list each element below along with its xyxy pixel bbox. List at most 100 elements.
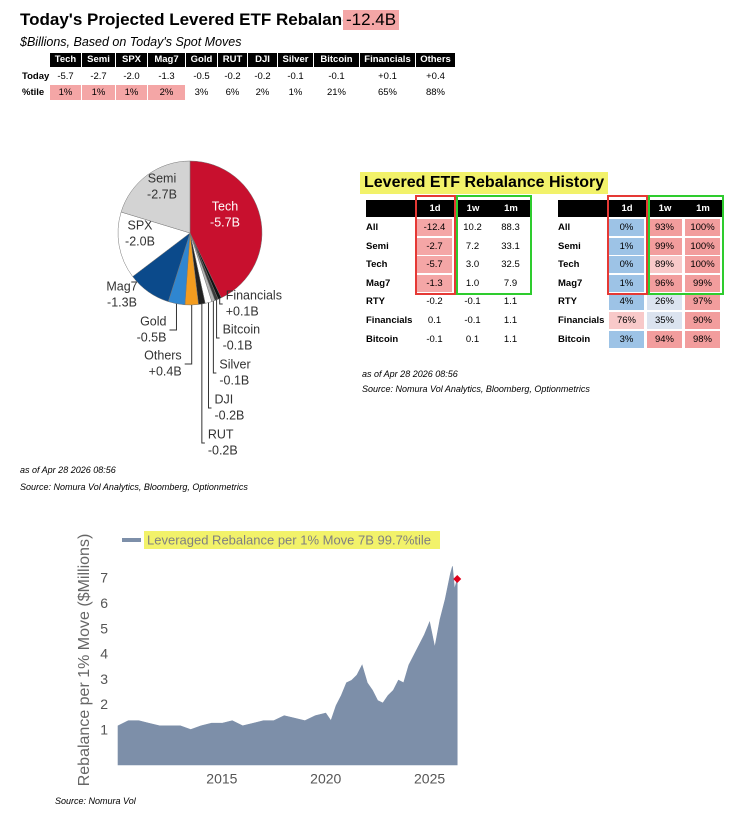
slice-value-label: -0.5B — [137, 330, 167, 344]
table-cell: 0.1 — [465, 333, 480, 345]
header-cell: Tech — [50, 53, 81, 67]
row-label: All — [558, 222, 571, 233]
header-cell: 1d — [621, 203, 633, 214]
history-title: Levered ETF Rebalance History — [360, 172, 609, 194]
table-cell: 96% — [647, 274, 682, 292]
row-label: Mag7 — [558, 277, 583, 289]
table-cell: 88.3 — [501, 222, 520, 233]
table-cell: -1.3 — [158, 71, 175, 82]
slice-value-label: -5.7B — [210, 215, 240, 229]
header-cell: Financials — [360, 53, 415, 67]
title: Today's Projected Levered ETF Rebalance: — [20, 10, 367, 29]
legend-highlight — [144, 531, 440, 549]
table-cell: -2.7 — [90, 71, 107, 82]
table-cell: -12.4 — [417, 219, 452, 236]
table-cell: 94% — [647, 330, 682, 348]
header-cell: SPX — [116, 53, 147, 67]
table-cell: 89% — [647, 256, 682, 274]
header-cell: DJI — [248, 53, 277, 67]
table-cell: -0.2 — [254, 71, 271, 82]
table-cell: 1% — [116, 85, 147, 100]
history-source: Source: Nomura Vol Analytics, Bloomberg,… — [362, 384, 590, 394]
row-label: RTY — [366, 296, 385, 308]
header-cell: Silver — [278, 53, 313, 67]
slice-value-label: -0.1B — [223, 338, 253, 352]
row-label: Tech — [366, 259, 388, 271]
table-cell: 88% — [425, 87, 445, 98]
slice-value-label: -0.1B — [219, 373, 249, 387]
subtitle: $Billions, Based on Today's Spot Moves — [20, 35, 242, 49]
table-cell: 3.0 — [465, 259, 480, 271]
table-cell: 7.9 — [503, 277, 518, 289]
pie-asof: as of Apr 28 2026 08:56 — [20, 465, 116, 475]
y-tick-label: 4 — [100, 646, 108, 662]
leader-line — [219, 298, 223, 305]
y-tick-label: 6 — [100, 595, 108, 611]
y-tick-label: 5 — [100, 620, 108, 636]
table-cell: -2.0 — [123, 71, 140, 82]
table-cell: 100% — [685, 219, 720, 236]
slice-label: Mag7 — [106, 279, 137, 293]
legend-label: Leveraged Rebalance per 1% Move 7B 99.7%… — [147, 532, 431, 547]
slice-label: Financials — [226, 288, 282, 302]
table-cell: -0.1 — [426, 333, 443, 345]
slice-value-label: -1.3B — [107, 295, 137, 309]
y-tick-label: 3 — [100, 671, 108, 687]
y-tick-label: 1 — [100, 722, 108, 738]
table-cell: +0.4 — [426, 71, 445, 82]
x-tick-label: 2020 — [310, 771, 341, 787]
slice-label: Bitcoin — [223, 322, 261, 336]
table-cell: 26% — [647, 293, 682, 311]
table-cell: 1.1 — [503, 333, 518, 345]
table-cell: 1% — [609, 237, 644, 255]
header-cell: Mag7 — [148, 53, 185, 67]
row-label: Today — [22, 71, 50, 82]
row-label: Tech — [558, 259, 580, 271]
row-label: Financials — [366, 315, 413, 326]
header-cell: 1w — [658, 203, 672, 214]
header-cell: 1d — [429, 203, 441, 214]
row-label: Semi — [366, 240, 389, 252]
slice-value-label: +0.1B — [226, 304, 259, 318]
x-tick-label: 2025 — [414, 771, 445, 787]
header-cell: Gold — [186, 53, 217, 67]
leader-line — [216, 299, 220, 339]
table-cell: 1% — [50, 85, 81, 100]
table-cell: 98% — [685, 330, 720, 348]
table-cell: -0.2 — [426, 296, 443, 308]
slice-value-label: +0.4B — [149, 364, 182, 378]
table-cell: 93% — [647, 219, 682, 236]
leader-line — [212, 301, 217, 374]
table-cell: 99% — [685, 274, 720, 292]
header-bar — [558, 200, 722, 217]
row-label: Mag7 — [366, 277, 391, 289]
table-cell: 2% — [255, 87, 270, 98]
slice-label: Tech — [212, 199, 238, 213]
slice-value-label: -0.2B — [208, 443, 238, 457]
table-cell: 0% — [609, 219, 644, 236]
box-1w-1m — [456, 195, 532, 295]
table-cell: 4% — [609, 293, 644, 311]
title-total: -12.4B — [343, 10, 400, 30]
table-cell: +0.1 — [378, 71, 397, 82]
area-source: Source: Nomura Vol — [55, 796, 136, 806]
box-1d — [607, 195, 648, 295]
table-cell: 7.2 — [465, 240, 480, 252]
table-cell: 99% — [647, 237, 682, 255]
slice-label: Silver — [219, 357, 250, 371]
table-cell: -0.1 — [287, 71, 304, 82]
slice-label: Semi — [148, 171, 176, 185]
table-cell: 6% — [225, 87, 240, 98]
table-cell: -1.3 — [417, 274, 452, 292]
header-cell: Bitcoin — [314, 53, 359, 67]
box-1d — [415, 195, 456, 295]
header-cell: 1m — [504, 203, 518, 214]
leader-line — [184, 304, 193, 365]
table-cell: 90% — [685, 312, 720, 329]
table-cell: 1.1 — [503, 296, 518, 308]
pie-slice — [189, 160, 263, 299]
leader-line — [169, 303, 177, 331]
table-cell: 1% — [609, 274, 644, 292]
